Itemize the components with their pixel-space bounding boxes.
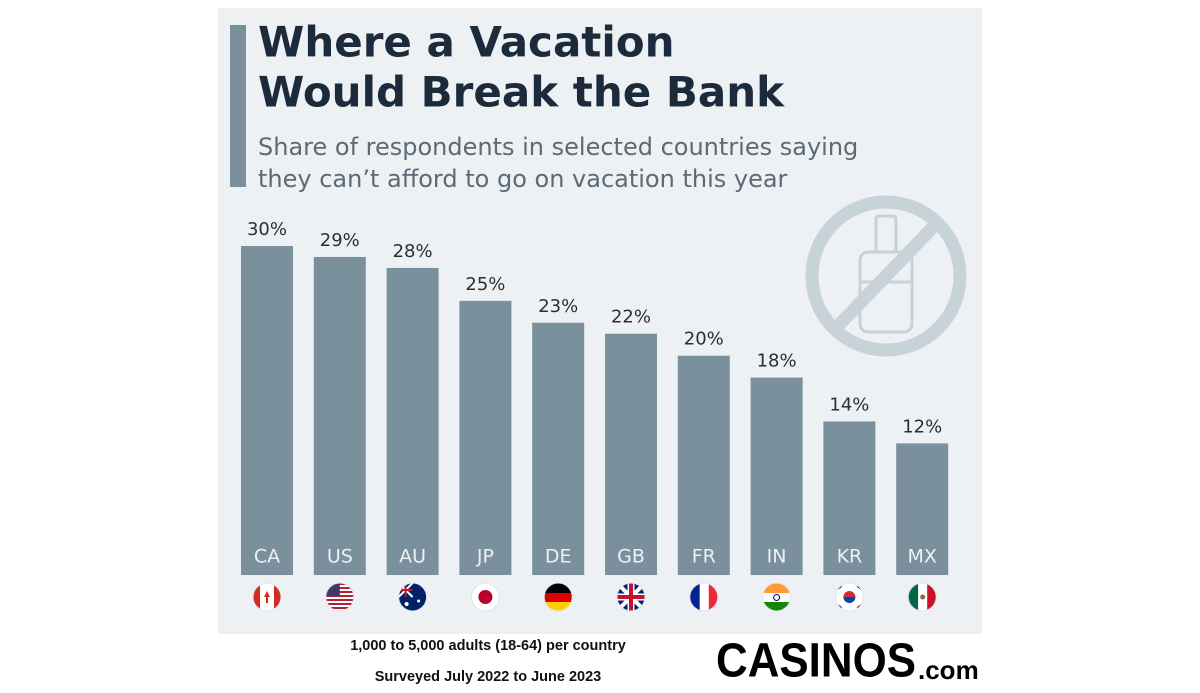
value-label: 22%: [611, 307, 651, 328]
flag-part: [927, 583, 937, 611]
flag-part: [544, 602, 573, 611]
x-tick-label: JP: [476, 546, 494, 568]
flag-icon: [617, 583, 645, 611]
flag-part: [417, 599, 421, 603]
flag-part: [708, 583, 718, 611]
bar: [677, 355, 730, 575]
bar: [896, 443, 949, 575]
bar: [750, 377, 803, 575]
flag-part: [908, 583, 919, 611]
bar: [386, 267, 439, 575]
flag-rim: [907, 582, 937, 612]
flag-part: [699, 583, 709, 611]
footer-note: Surveyed July 2022 to June 2023: [375, 669, 602, 685]
bar: [313, 256, 366, 575]
bar: [241, 246, 293, 575]
flag-part: [617, 583, 645, 611]
value-label: 25%: [465, 274, 505, 295]
chart-title: Where a Vacation: [258, 18, 675, 67]
flag-icon: [689, 583, 718, 611]
flag-part: [478, 590, 493, 604]
x-tick-label: GB: [617, 546, 645, 568]
value-label: 12%: [902, 416, 942, 437]
flag-rim: [325, 582, 355, 612]
logo-suffix: .com: [918, 655, 979, 685]
logo: CASINOS: [716, 635, 916, 688]
flag-part: [274, 583, 281, 611]
flag-part: [544, 583, 573, 593]
flag-part: [843, 591, 856, 597]
flag-icon: [325, 583, 354, 611]
x-tick-label: KR: [837, 546, 863, 568]
flag-icon: [908, 583, 937, 611]
flag-part: [762, 583, 791, 593]
flag-rim: [543, 582, 573, 612]
bar: [823, 421, 876, 575]
chart-subtitle: they can’t afford to go on vacation this…: [258, 165, 788, 193]
x-tick-label: IN: [767, 546, 787, 568]
footer-note: 1,000 to 5,000 adults (18-64) per countr…: [350, 638, 626, 654]
flag-rim: [470, 582, 500, 612]
value-label: 28%: [393, 241, 433, 262]
flag-part: [325, 607, 354, 609]
bar: [459, 300, 512, 575]
x-tick-label: DE: [545, 546, 572, 568]
flag-part: [689, 583, 700, 611]
flag-part: [920, 594, 926, 600]
flag-rim: [398, 582, 428, 612]
bar: [532, 322, 585, 575]
value-label: 20%: [684, 329, 724, 350]
flag-part: [404, 602, 409, 606]
flag-rim: [616, 582, 646, 612]
flag-icon: [762, 583, 791, 611]
flag-part: [325, 599, 354, 601]
value-label: 18%: [757, 351, 797, 372]
flag-part: [843, 597, 856, 603]
flag-part: [325, 603, 354, 605]
x-tick-label: MX: [907, 546, 936, 568]
value-label: 29%: [320, 230, 360, 251]
flag-part: [762, 593, 791, 602]
flag-part: [544, 593, 573, 602]
value-label: 23%: [538, 296, 578, 317]
flag-icon: [471, 583, 500, 611]
flag-icon: [253, 583, 281, 611]
flag-rim: [252, 582, 282, 612]
bar: [605, 333, 657, 575]
flag-part: [762, 602, 791, 611]
value-label: 14%: [829, 394, 869, 415]
flag-part: [253, 583, 260, 611]
x-tick-label: CA: [254, 546, 280, 568]
chart-subtitle: Share of respondents in selected countri…: [258, 133, 858, 161]
title-accent: [230, 25, 246, 187]
flag-part: [773, 594, 781, 601]
x-tick-label: AU: [399, 546, 426, 568]
x-tick-label: US: [327, 546, 353, 568]
flag-rim: [834, 582, 864, 612]
value-label: 30%: [247, 219, 287, 240]
chart-title: Would Break the Bank: [258, 68, 785, 117]
no-luggage-icon: [805, 195, 967, 357]
flag-icon: [544, 583, 573, 611]
x-tick-label: FR: [692, 546, 716, 568]
flag-part: [264, 591, 270, 603]
flag-rim: [689, 582, 719, 612]
flag-rim: [762, 582, 792, 612]
